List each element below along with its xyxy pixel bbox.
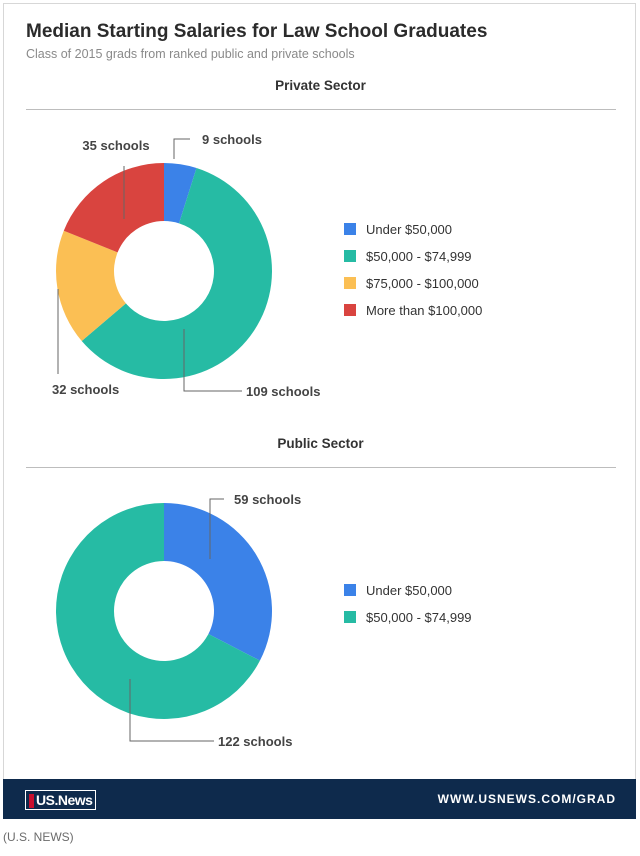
data-label-2: 109 schools — [246, 384, 320, 399]
public-sector-donut-chart: 59 schools 122 schools Under $50,000 $50,00… — [56, 492, 472, 749]
leader-line-2 — [129, 679, 214, 742]
leader-line-1 — [209, 498, 224, 559]
legend-label-3: $75,000 - $100,000 — [366, 276, 479, 291]
legend-swatch-4 — [344, 304, 356, 316]
data-label-3: 32 schools — [52, 382, 119, 397]
legend-swatch-1 — [344, 223, 356, 235]
public-divider — [26, 467, 616, 468]
footer-bar: US.News WWW.USNEWS.COM/GRAD — [3, 779, 636, 819]
data-label-1: 9 schools — [202, 132, 262, 147]
data-label-1: 59 schools — [234, 492, 301, 507]
private-sector-title: Private Sector — [275, 78, 366, 93]
legend-swatch-3 — [344, 277, 356, 289]
logo-flag-icon — [29, 794, 34, 809]
legend-label-2: $50,000 - $74,999 — [366, 610, 472, 625]
data-label-4: 35 schools — [82, 138, 149, 153]
chart-subtitle: Class of 2015 grads from ranked public a… — [26, 47, 355, 61]
image-credit: (U.S. NEWS) — [3, 830, 74, 844]
chart-title: Median Starting Salaries for Law School … — [26, 21, 488, 42]
donut-slice-1 — [164, 503, 273, 661]
public-sector-title: Public Sector — [277, 436, 364, 451]
usnews-logo[interactable]: US.News — [25, 790, 97, 810]
leader-line-2 — [183, 329, 242, 392]
legend-swatch-2 — [344, 611, 356, 623]
legend-label-2: $50,000 - $74,999 — [366, 249, 472, 264]
data-label-2: 122 schools — [218, 734, 292, 749]
leader-line-1 — [173, 138, 190, 159]
legend-swatch-1 — [344, 584, 356, 596]
legend-label-1: Under $50,000 — [366, 583, 452, 598]
private-sector-donut-chart: 9 schools 109 schools 32 schools 35 schools… — [52, 132, 482, 399]
infographic-card: Median Starting Salaries for Law School … — [3, 3, 636, 819]
donut-slice-2 — [56, 503, 260, 719]
donut-slice-4 — [63, 163, 164, 253]
private-divider — [26, 109, 616, 110]
legend-label-4: More than $100,000 — [366, 303, 482, 318]
donut-slice-2 — [81, 168, 273, 379]
legend-swatch-2 — [344, 250, 356, 262]
footer-url[interactable]: WWW.USNEWS.COM/GRAD — [437, 792, 616, 806]
donut-slice-3 — [56, 230, 126, 341]
legend-label-1: Under $50,000 — [366, 222, 452, 237]
donut-slice-1 — [164, 163, 197, 224]
